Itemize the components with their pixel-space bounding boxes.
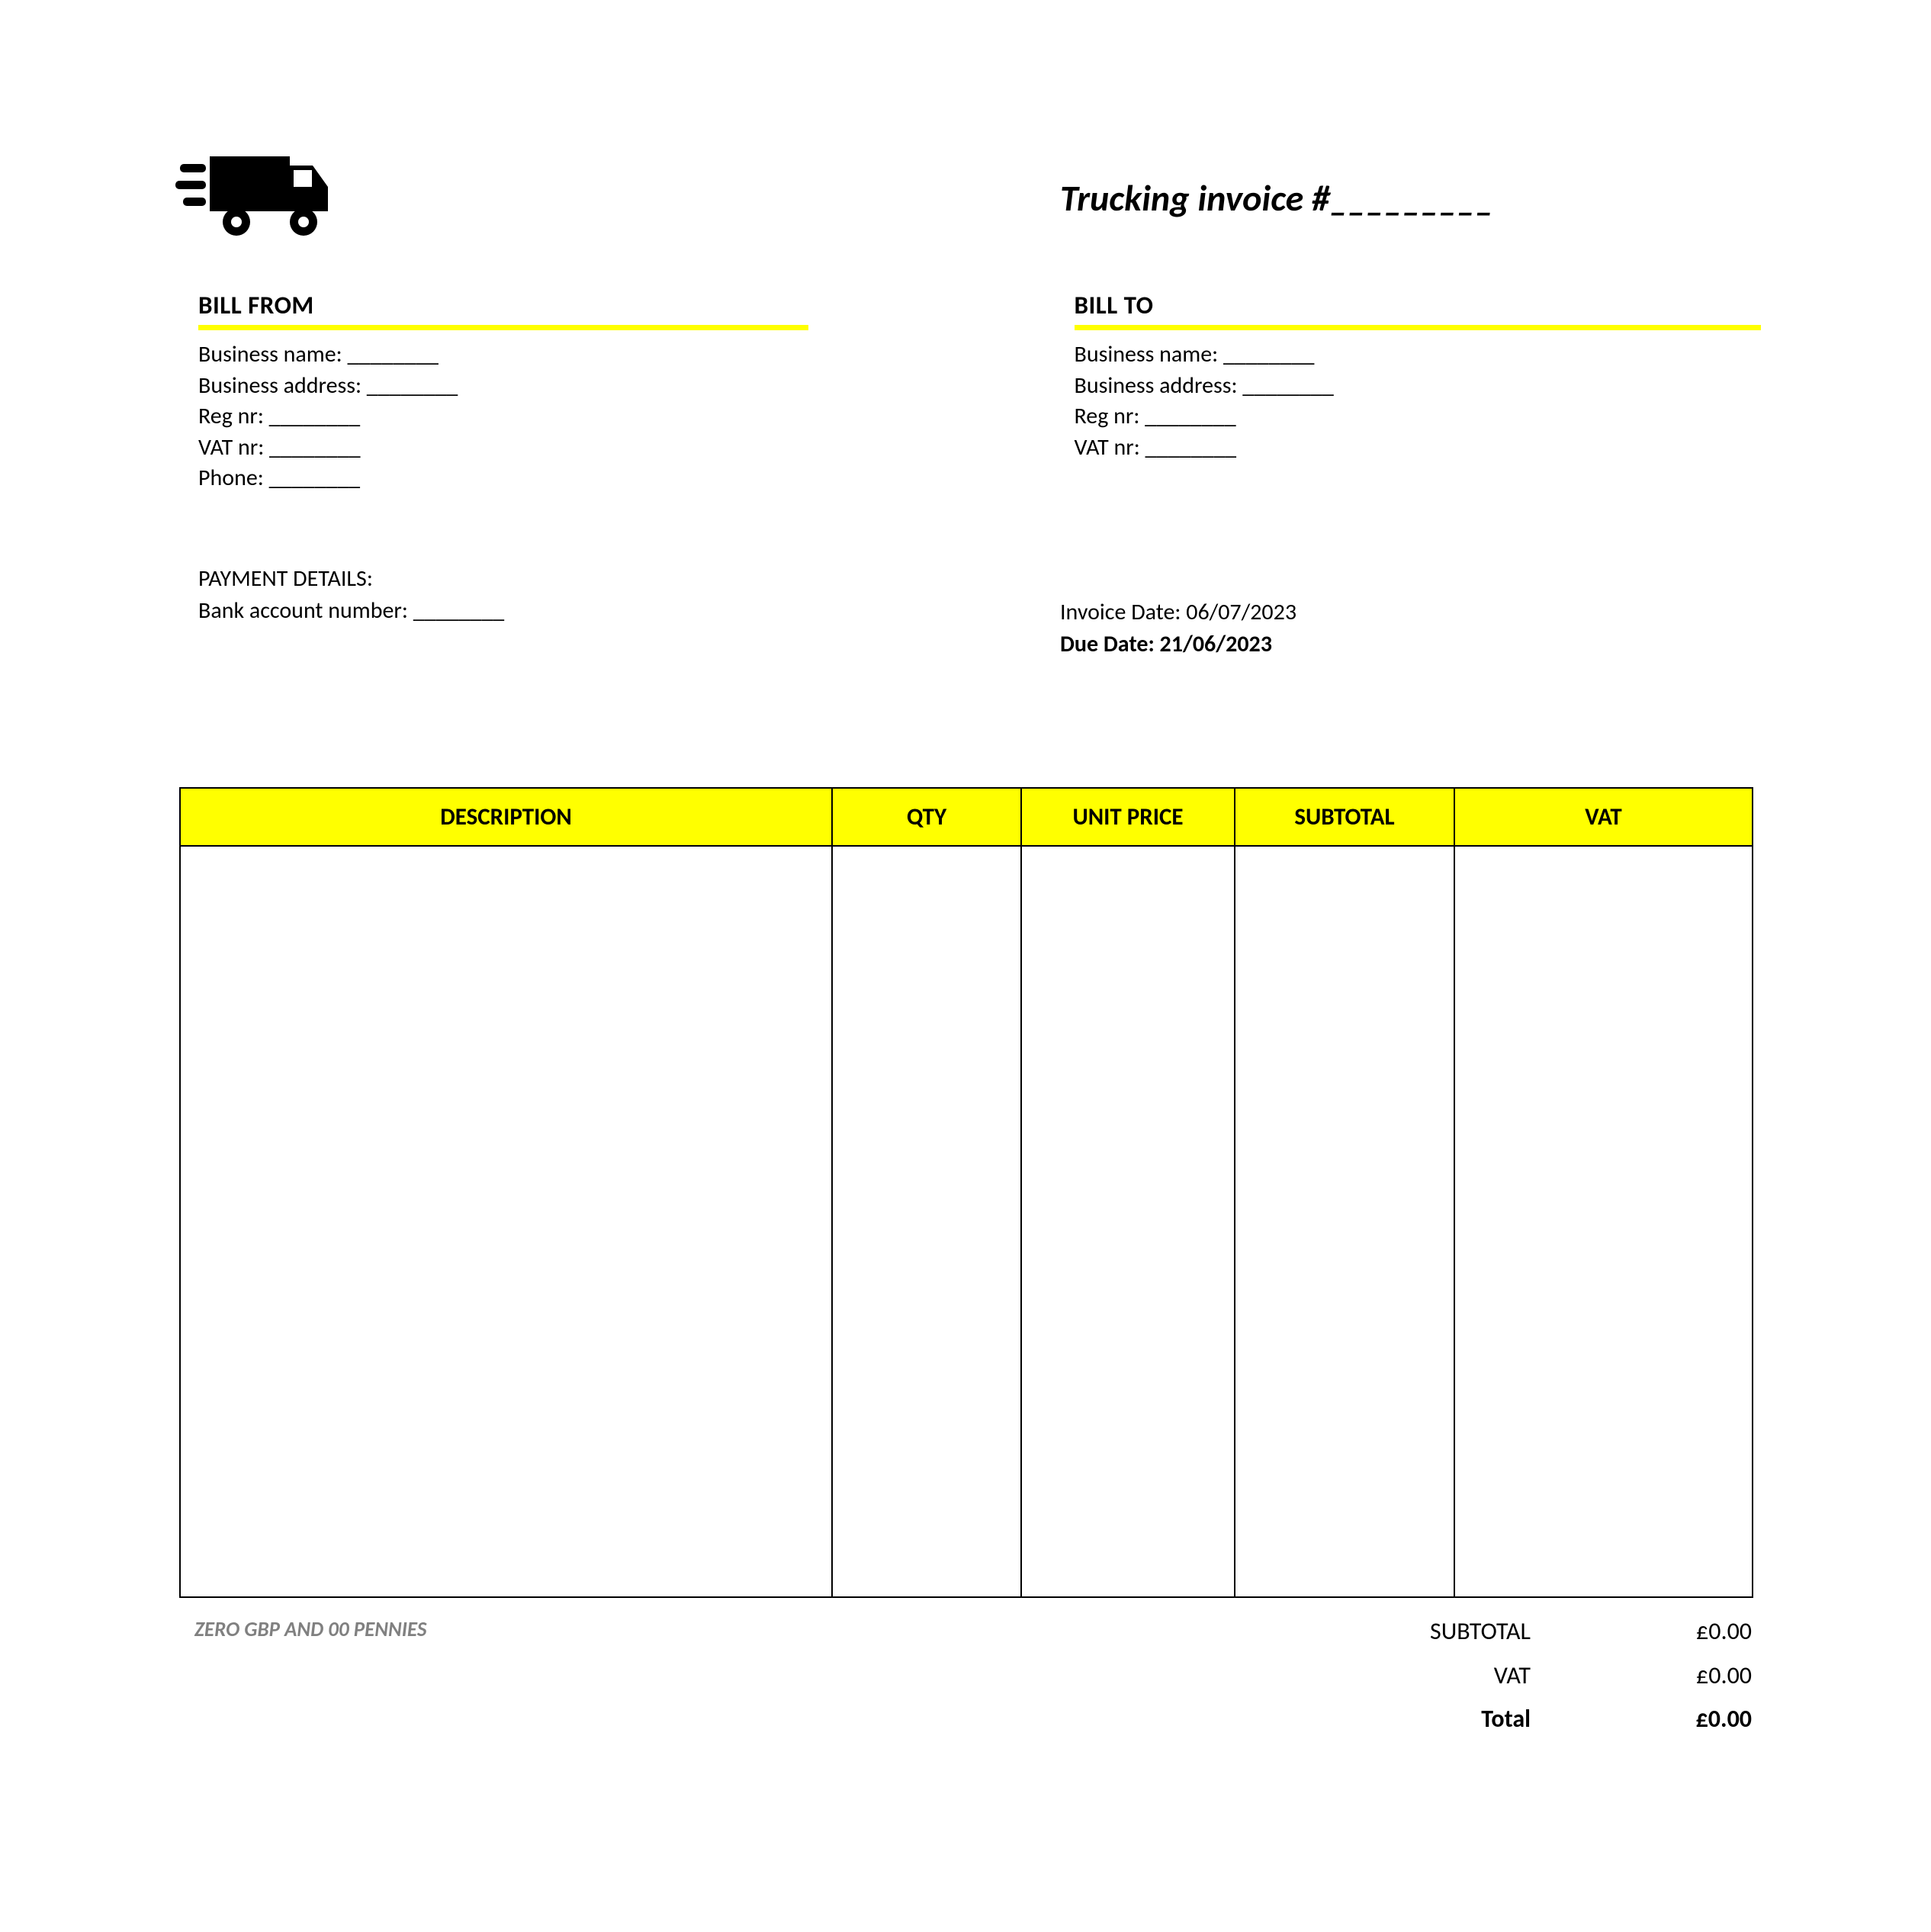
col-header-vat: VAT [1454,788,1753,846]
invoice-date-value: 06/07/2023 [1186,598,1296,626]
cell-qty [832,846,1021,1597]
bill-from-section: BILL FROM Business name: ________ Busine… [198,290,975,494]
table-header-row: DESCRIPTION QTY UNIT PRICE SUBTOTAL VAT [180,788,1753,846]
bill-from-rule [198,325,808,330]
totals-row-total: Total £0.00 [1355,1697,1752,1741]
payment-details: PAYMENT DETAILS: Bank account number: __… [198,563,504,627]
bill-to-heading: BILL TO [1075,290,1761,320]
payment-bank-line: Bank account number: ________ [198,595,504,627]
due-date-label: Due Date: [1060,630,1155,658]
cell-description [180,846,832,1597]
totals-row-vat: VAT £0.00 [1355,1654,1752,1698]
vat-label: VAT [1355,1654,1653,1698]
bill-from-line: Phone: ________ [198,463,975,494]
invoice-date-label: Invoice Date: [1060,598,1181,626]
bill-from-line: Business name: ________ [198,339,975,371]
subtotal-value: £0.00 [1653,1609,1752,1654]
payment-heading: PAYMENT DETAILS: [198,563,504,595]
bill-from-line: VAT nr: ________ [198,432,975,464]
party-columns: BILL FROM Business name: ________ Busine… [198,290,1752,494]
table-body-row [180,846,1753,1597]
invoice-page: Trucking invoice #_________ BILL FROM Bu… [0,0,1931,1932]
dates-block: Invoice Date: 06/07/2023 Due Date: 21/06… [1060,596,1296,661]
due-date-value: 21/06/2023 [1160,630,1272,658]
col-header-description: DESCRIPTION [180,788,832,846]
bill-to-rule [1075,325,1761,330]
bill-to-line: VAT nr: ________ [1075,432,1761,464]
invoice-date-line: Invoice Date: 06/07/2023 [1060,596,1296,628]
total-label: Total [1355,1697,1653,1741]
bill-from-line: Business address: ________ [198,371,975,402]
total-value: £0.00 [1653,1697,1752,1741]
bill-from-line: Reg nr: ________ [198,401,975,432]
cell-vat [1454,846,1753,1597]
col-header-qty: QTY [832,788,1021,846]
amount-in-words: ZERO GBP AND 00 PENNIES [194,1617,426,1642]
truck-icon [175,149,332,252]
totals-block: SUBTOTAL £0.00 VAT £0.00 Total £0.00 [1355,1609,1752,1741]
bill-to-line: Business address: ________ [1075,371,1761,402]
bill-to-line: Reg nr: ________ [1075,401,1761,432]
invoice-number: _________ [1330,175,1494,220]
bill-to-section: BILL TO Business name: ________ Business… [975,290,1761,494]
cell-subtotal [1235,846,1454,1597]
line-items-table: DESCRIPTION QTY UNIT PRICE SUBTOTAL VAT [179,787,1753,1598]
bill-to-line: Business name: ________ [1075,339,1761,371]
col-header-subtotal: SUBTOTAL [1235,788,1454,846]
due-date-line: Due Date: 21/06/2023 [1060,628,1296,661]
totals-row-subtotal: SUBTOTAL £0.00 [1355,1609,1752,1654]
col-header-unit-price: UNIT PRICE [1021,788,1235,846]
cell-unit-price [1021,846,1235,1597]
invoice-title-prefix: Trucking invoice # [1060,175,1330,220]
subtotal-label: SUBTOTAL [1355,1609,1653,1654]
bill-from-heading: BILL FROM [198,290,975,320]
invoice-title: Trucking invoice #_________ [1060,175,1494,220]
vat-value: £0.00 [1653,1654,1752,1698]
